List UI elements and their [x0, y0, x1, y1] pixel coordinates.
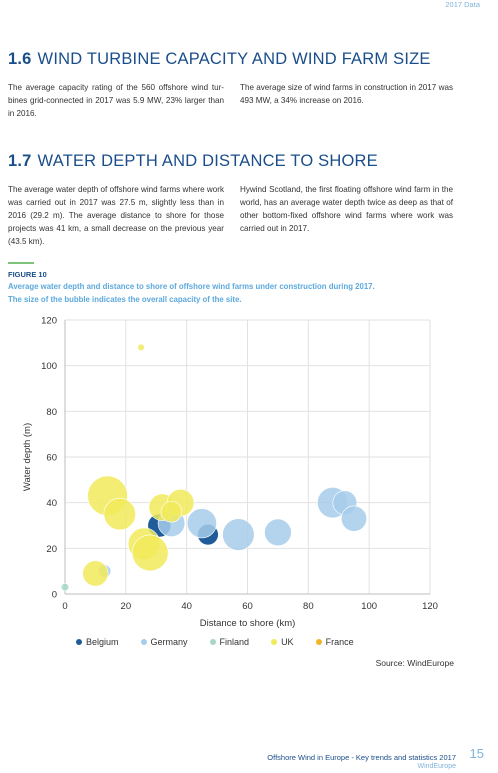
- figure-rule: [8, 262, 34, 264]
- bubble-chart: 0 20 40 60 80 100 120 0 20 40 60 80 100 120 Distance t…: [22, 316, 438, 630]
- legend-item-france: France: [315, 637, 354, 647]
- figure-label: FIGURE 10: [8, 270, 47, 279]
- bubble-germany: [186, 508, 217, 539]
- bubble-uk: [103, 497, 136, 531]
- section-1-7-title: 1.7 WATER DEPTH AND DISTANCE TO SHORE: [8, 152, 378, 171]
- bubble-germany: [264, 518, 292, 547]
- y-tick-label: 80: [46, 407, 57, 418]
- legend-label: France: [325, 637, 354, 647]
- section-number: 1.6: [8, 50, 32, 68]
- chart-legend: Belgium Germany Finland UK France: [76, 637, 354, 647]
- legend-swatch: [140, 639, 147, 645]
- section-1-7-right-paragraph: Hywind Scotland, the first floating offs…: [240, 185, 453, 233]
- legend-label: UK: [281, 637, 294, 647]
- page-number: 15: [469, 746, 484, 761]
- figure-caption-line-2: The size of the bubble indicates the ove…: [8, 294, 242, 304]
- footer: Offshore Wind in Europe - Key trends and…: [267, 753, 456, 770]
- y-tick-label: 120: [41, 316, 57, 327]
- section-1-6-left-paragraph: The average capacity rating of the 560 o…: [8, 83, 224, 118]
- legend-item-belgium: Belgium: [76, 637, 119, 647]
- bubble-uk: [160, 501, 183, 523]
- y-tick-label: 60: [46, 453, 57, 464]
- legend-swatch: [209, 639, 216, 645]
- header-label: 2017 Data: [445, 0, 480, 9]
- section-heading: WATER DEPTH AND DISTANCE TO SHORE: [37, 152, 378, 170]
- x-tick-label: 0: [62, 601, 67, 612]
- x-tick-label: 120: [422, 601, 438, 612]
- figure-source: Source: WindEurope: [375, 658, 454, 668]
- bubble-germany: [222, 518, 255, 551]
- x-tick-label: 80: [303, 601, 314, 612]
- footer-title: Offshore Wind in Europe - Key trends and…: [267, 753, 456, 762]
- legend-label: Belgium: [86, 637, 119, 647]
- section-1-6-right-paragraph: The average size of wind farms in constr…: [240, 83, 453, 105]
- section-number: 1.7: [8, 152, 32, 170]
- y-tick-label: 0: [52, 590, 57, 601]
- x-tick-label: 60: [242, 601, 253, 612]
- x-tick-label: 100: [361, 601, 377, 612]
- legend-label: Germany: [150, 637, 188, 647]
- bubble-uk: [137, 343, 145, 351]
- footer-brand: WindEurope: [417, 763, 456, 770]
- x-axis-label: Distance to shore (km): [200, 618, 296, 629]
- section-1-7-left-paragraph: The average water depth of offshore wind…: [8, 185, 224, 246]
- y-tick-label: 40: [46, 498, 57, 509]
- section-1-6-title: 1.6 WIND TURBINE CAPACITY AND WIND FARM S…: [8, 50, 431, 69]
- x-tick-label: 40: [181, 601, 192, 612]
- bubble-uk: [131, 534, 169, 572]
- legend-swatch: [315, 639, 322, 645]
- legend-item-germany: Germany: [140, 637, 188, 647]
- figure-caption-line-1: Average water depth and distance to shor…: [8, 282, 375, 291]
- legend-swatch: [76, 639, 82, 645]
- section-heading: WIND TURBINE CAPACITY AND WIND FARM SIZE: [37, 50, 431, 68]
- bubble-uk: [82, 560, 109, 587]
- figure-caption: Average water depth and distance to shor…: [8, 281, 375, 306]
- legend-item-uk: UK: [271, 637, 294, 647]
- legend-swatch: [271, 639, 278, 645]
- bubble-germany: [340, 505, 367, 532]
- y-tick-label: 20: [46, 544, 57, 555]
- legend-label: Finland: [219, 637, 250, 647]
- bubble-finland: [60, 583, 70, 592]
- legend-item-finland: Finland: [209, 637, 250, 647]
- y-tick-label: 100: [41, 361, 57, 372]
- y-axis-label: Water depth (m): [22, 423, 33, 491]
- x-tick-label: 20: [121, 601, 132, 612]
